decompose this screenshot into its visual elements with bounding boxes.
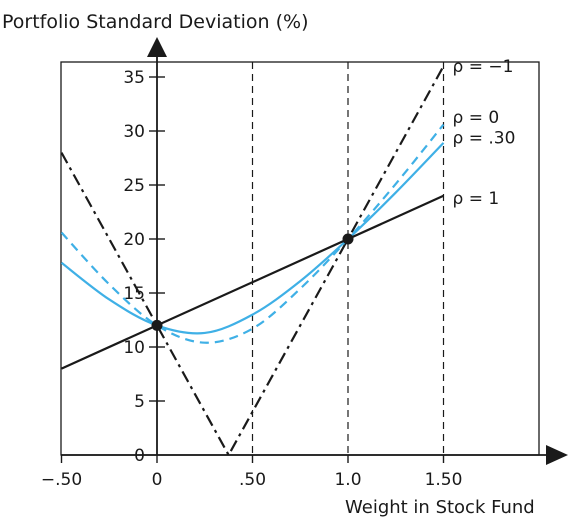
y-tick-label: 30 [123,122,145,142]
x-tick-label: .50 [239,470,266,490]
y-axis-arrow [147,37,167,57]
y-tick-label: 25 [123,176,145,196]
series-line [61,123,445,344]
series-label: ρ = 0 [453,108,500,128]
plot-area: 0 5 10 15 20 25 30 35 −.50 0 .50 1.0 1.50 ρ = −1 ρ = 0… [41,37,568,490]
y-tick-label: 35 [123,68,145,88]
y-tick-label: 10 [123,338,145,358]
highlight-point [342,233,354,245]
y-tick-label: 5 [134,392,145,412]
series-label: ρ = .30 [453,128,516,148]
x-axis-title: Weight in Stock Fund [345,497,535,518]
highlight-point [151,319,163,331]
x-axis-arrow [546,445,568,465]
x-tick-label: 1.0 [334,470,361,490]
x-tick-label: 0 [152,470,163,490]
x-tick-label: 1.50 [425,470,463,490]
x-tick-label: −.50 [41,470,82,490]
y-axis-title: Portfolio Standard Deviation (%) [2,11,308,33]
series-line [61,142,445,335]
series-line [61,65,445,455]
y-tick-label: 20 [123,230,145,250]
series-label: ρ = −1 [453,57,514,77]
series-label: ρ = 1 [453,189,500,209]
y-tick-label: 0 [134,446,145,466]
y-tick-label: 15 [123,284,145,304]
series-line [61,194,444,370]
